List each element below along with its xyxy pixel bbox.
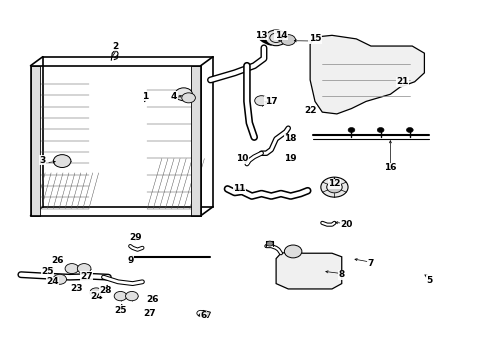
Text: 19: 19 [284, 154, 296, 163]
Circle shape [265, 30, 286, 46]
Text: 14: 14 [274, 31, 286, 40]
Text: 26: 26 [51, 256, 63, 265]
Text: 11: 11 [233, 184, 245, 193]
Polygon shape [276, 251, 341, 289]
Text: 28: 28 [100, 286, 112, 295]
Text: 5: 5 [425, 275, 431, 284]
Text: 29: 29 [128, 233, 141, 242]
Circle shape [376, 127, 383, 132]
Circle shape [326, 181, 342, 193]
Polygon shape [309, 35, 424, 114]
Circle shape [53, 155, 71, 167]
Text: 1: 1 [142, 91, 148, 100]
Circle shape [254, 96, 268, 106]
Text: 25: 25 [114, 306, 126, 315]
Text: 21: 21 [395, 77, 408, 86]
Circle shape [65, 264, 79, 274]
Circle shape [114, 292, 126, 301]
Text: 12: 12 [327, 179, 340, 188]
Circle shape [175, 88, 192, 101]
Circle shape [77, 264, 91, 274]
Text: 9: 9 [127, 256, 133, 265]
Text: 24: 24 [90, 292, 102, 301]
Text: 22: 22 [303, 106, 316, 115]
Polygon shape [198, 310, 210, 318]
Text: 20: 20 [340, 220, 352, 229]
Text: 26: 26 [145, 295, 158, 304]
Circle shape [320, 177, 347, 197]
Text: 3: 3 [40, 156, 46, 165]
Text: 13: 13 [255, 31, 267, 40]
Text: 6: 6 [200, 311, 206, 320]
Circle shape [266, 241, 273, 246]
Circle shape [284, 245, 301, 258]
FancyArrowPatch shape [261, 39, 270, 44]
Circle shape [182, 93, 195, 103]
Text: 7: 7 [367, 260, 373, 269]
Text: 16: 16 [384, 163, 396, 172]
Text: 4: 4 [170, 91, 177, 100]
Text: 17: 17 [264, 97, 277, 106]
Circle shape [125, 292, 138, 301]
Circle shape [406, 127, 412, 132]
Text: 18: 18 [284, 134, 296, 143]
Text: 24: 24 [46, 277, 59, 286]
Text: 25: 25 [41, 267, 54, 276]
Circle shape [90, 288, 102, 297]
Circle shape [281, 35, 295, 45]
Text: 15: 15 [308, 35, 321, 44]
Polygon shape [30, 66, 40, 216]
Text: 23: 23 [70, 284, 83, 293]
Circle shape [347, 127, 354, 132]
Polygon shape [191, 66, 201, 216]
Text: 8: 8 [338, 270, 344, 279]
Circle shape [53, 274, 66, 284]
Text: 10: 10 [235, 154, 248, 163]
Text: 2: 2 [112, 41, 119, 50]
Text: 27: 27 [80, 272, 93, 281]
Text: 27: 27 [143, 310, 156, 319]
